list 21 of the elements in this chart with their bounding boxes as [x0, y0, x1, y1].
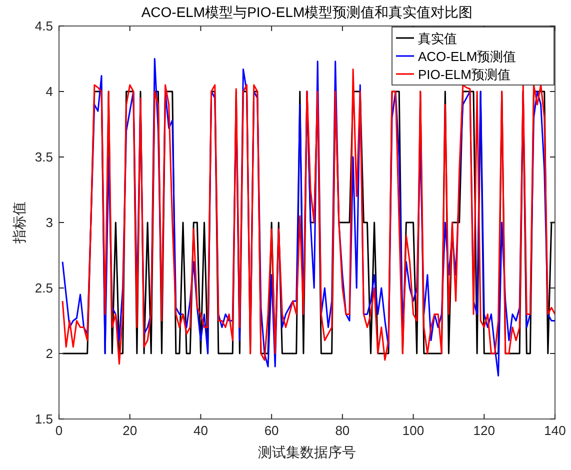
y-tick-label: 4.5 — [34, 18, 53, 34]
x-tick-label: 20 — [122, 423, 138, 438]
legend-label: 真实值 — [418, 31, 457, 46]
x-tick-label: 40 — [193, 423, 208, 438]
y-tick-label: 2.5 — [34, 280, 53, 296]
legend-label: PIO-ELM预测值 — [418, 67, 510, 82]
x-tick-label: 80 — [335, 423, 350, 438]
y-tick-label: 2 — [46, 346, 53, 361]
x-tick-label: 60 — [264, 423, 279, 438]
legend-label: ACO-ELM预测值 — [418, 49, 516, 64]
chart-title: ACO-ELM模型与PIO-ELM模型预测值和真实值对比图 — [141, 4, 473, 20]
x-axis-title: 测试集数据序号 — [258, 444, 356, 460]
x-tick-label: 120 — [473, 423, 495, 438]
x-tick-label: 140 — [544, 423, 566, 438]
y-tick-label: 4 — [46, 84, 53, 99]
x-tick-label: 0 — [55, 423, 63, 438]
y-tick-label: 3.5 — [34, 150, 53, 164]
x-tick-label: 100 — [402, 423, 424, 438]
y-tick-label: 3 — [46, 215, 53, 230]
y-axis-title: 指标值 — [11, 202, 27, 244]
y-tick-label: 1.5 — [34, 412, 53, 426]
